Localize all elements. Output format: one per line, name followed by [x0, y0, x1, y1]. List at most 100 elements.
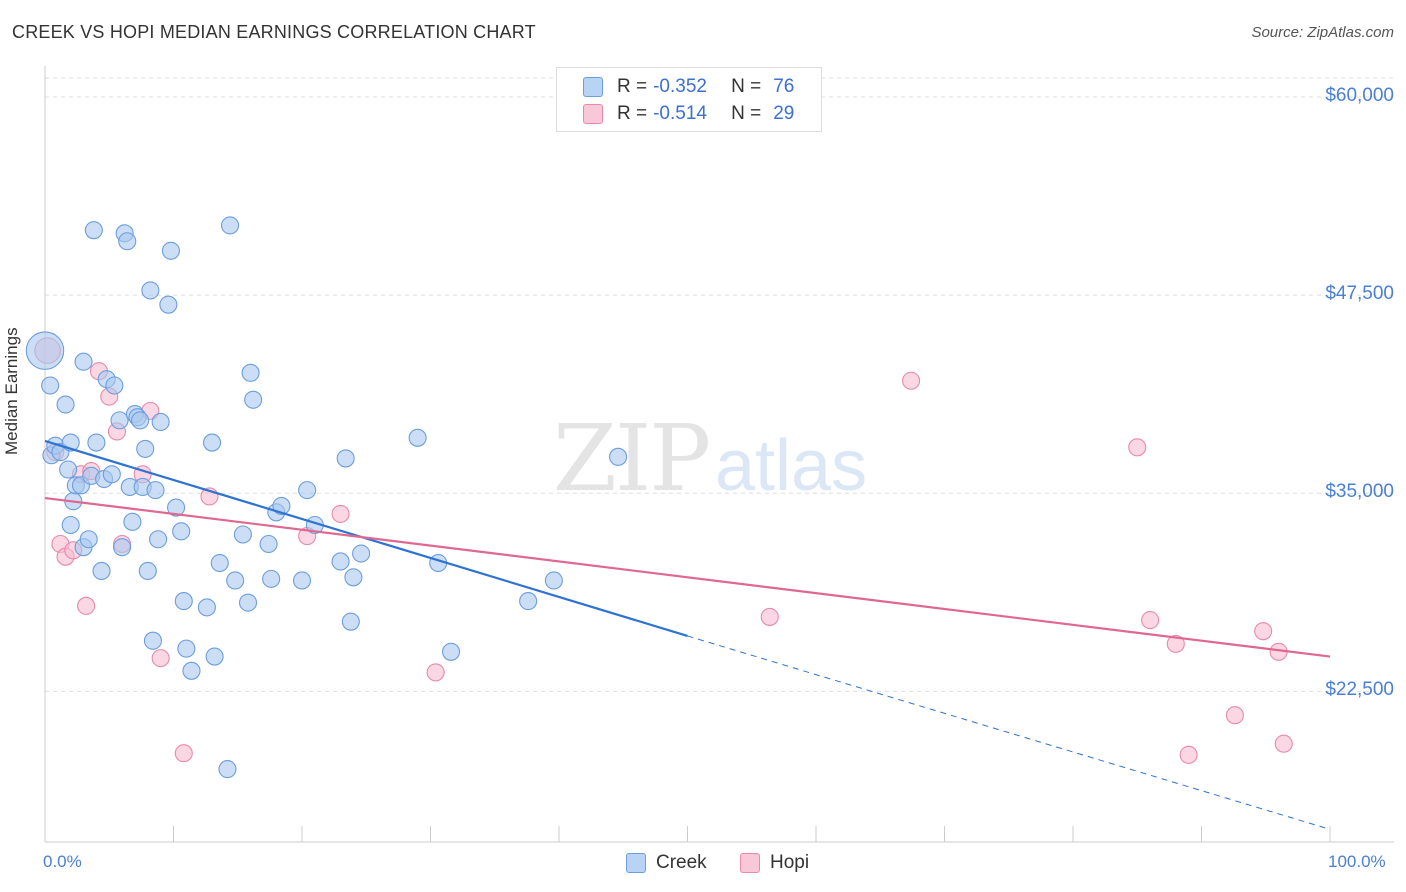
creek-trend-extension	[687, 635, 1331, 830]
creek-point	[131, 411, 150, 430]
creek-point	[241, 363, 260, 382]
hopi-legend-label: Hopi	[770, 852, 810, 873]
hopi-point	[1166, 634, 1185, 653]
watermark: ZIP atlas	[553, 405, 867, 512]
creek-point	[41, 376, 60, 395]
creek-point	[298, 481, 317, 500]
creek-point	[336, 449, 355, 468]
source-credit: Source: ZipAtlas.com	[1251, 24, 1394, 41]
hopi-point	[331, 504, 350, 523]
creek-point	[609, 447, 628, 466]
creek-point	[182, 661, 201, 680]
creek-legend-label: Creek	[656, 852, 707, 873]
creek-point	[136, 439, 155, 458]
creek-point	[123, 512, 142, 531]
hopi-point	[1225, 706, 1244, 725]
x-tick-min: 0.0%	[43, 852, 82, 871]
hopi-point	[760, 607, 779, 626]
creek-point	[110, 411, 129, 430]
creek-points	[25, 216, 628, 779]
hopi-point	[1128, 438, 1147, 457]
creek-point	[220, 216, 240, 235]
legend: R = -0.352 N = 76 R = -0.514 N = 29	[556, 67, 822, 132]
legend-n-label: N =	[731, 76, 762, 97]
creek-point	[177, 639, 196, 658]
legend-row-creek: R = -0.352 N = 76	[583, 75, 794, 99]
creek-legend-swatch	[626, 853, 646, 873]
creek-point	[272, 496, 291, 516]
creek-point	[203, 433, 222, 452]
creek-point	[197, 598, 216, 617]
creek-point	[61, 515, 80, 535]
hopi-point	[174, 744, 193, 763]
bottom-legend-creek: Creek	[626, 852, 707, 874]
creek-point	[56, 395, 75, 414]
creek-point	[79, 530, 98, 549]
creek-point	[408, 428, 427, 447]
creek-point	[259, 534, 278, 554]
creek-point	[172, 522, 191, 541]
watermark-atlas: atlas	[715, 426, 867, 506]
creek-point	[105, 376, 124, 395]
x-tick-max: 100.0%	[1328, 852, 1386, 871]
hopi-point	[1179, 745, 1198, 764]
creek-point	[226, 571, 245, 590]
hopi-legend-swatch	[740, 853, 760, 873]
creek-point	[59, 460, 78, 479]
trend-lines	[44, 439, 1331, 830]
legend-n-value-hopi: 29	[773, 103, 795, 124]
creek-point	[141, 281, 160, 300]
legend-r-label: R =	[617, 76, 648, 97]
creek-point	[331, 552, 350, 571]
hopi-point	[151, 649, 170, 668]
creek-point	[544, 571, 563, 590]
creek-point	[84, 221, 103, 240]
y-tick-label: $47,500	[1325, 283, 1394, 305]
hopi-points	[34, 337, 1293, 764]
creek-point	[118, 232, 137, 251]
creek-point	[174, 592, 193, 611]
creek-point	[161, 241, 180, 260]
creek-point	[74, 352, 93, 371]
creek-point	[292, 571, 312, 590]
hopi-point	[1274, 734, 1293, 753]
legend-n-label: N =	[731, 103, 762, 124]
creek-point	[149, 530, 168, 549]
creek-point	[159, 295, 178, 314]
creek-point	[442, 642, 461, 661]
hopi-point	[77, 596, 96, 615]
creek-swatch	[583, 77, 603, 97]
hopi-swatch	[583, 104, 603, 124]
creek-point	[25, 331, 65, 370]
creek-point	[262, 569, 281, 588]
creek-point	[238, 593, 258, 612]
watermark-zip: ZIP	[553, 405, 709, 512]
creek-point	[138, 561, 157, 581]
legend-n-value-creek: 76	[773, 76, 795, 97]
creek-point	[87, 433, 106, 452]
creek-point	[233, 525, 252, 544]
creek-point	[210, 553, 229, 573]
creek-point	[218, 760, 237, 779]
hopi-point	[902, 371, 921, 390]
creek-point	[352, 544, 371, 563]
bottom-legend-hopi: Hopi	[740, 852, 809, 874]
legend-r-label: R =	[617, 103, 648, 124]
creek-point	[519, 592, 538, 611]
creek-point	[146, 481, 165, 500]
creek-point	[102, 465, 121, 484]
legend-r-value-creek: -0.352	[653, 76, 707, 97]
legend-row-hopi: R = -0.514 N = 29	[583, 102, 794, 126]
creek-point	[341, 612, 360, 631]
chart-title: CREEK VS HOPI MEDIAN EARNINGS CORRELATIO…	[12, 22, 536, 42]
creek-point	[92, 561, 111, 581]
hopi-trend-line	[44, 496, 1331, 658]
hopi-point	[426, 663, 445, 682]
y-tick-label: $60,000	[1325, 85, 1394, 107]
creek-point	[244, 390, 263, 409]
hopi-point	[1141, 611, 1160, 630]
creek-point	[205, 647, 224, 666]
y-tick-label: $35,000	[1325, 481, 1394, 503]
creek-point	[167, 498, 186, 517]
